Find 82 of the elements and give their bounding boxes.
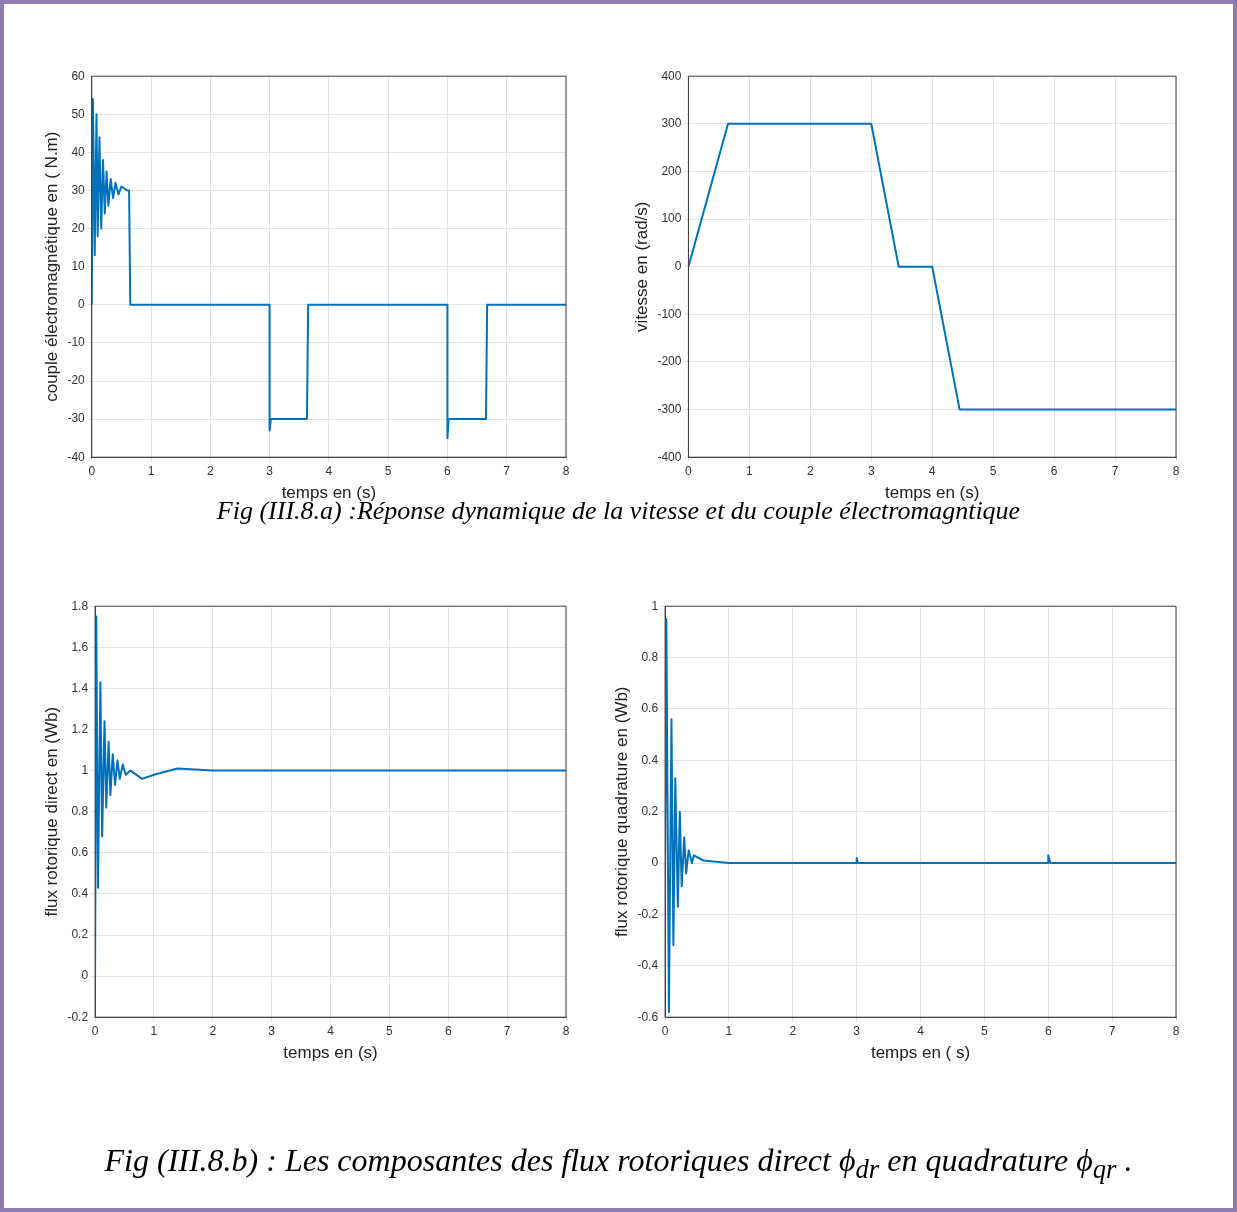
- x-tick-label: 4: [325, 463, 333, 478]
- y-tick-label: 0.2: [641, 804, 659, 819]
- y-tick-label: 10: [71, 259, 86, 274]
- y-tick-label: 400: [661, 68, 682, 83]
- x-tick-label: 3: [266, 463, 274, 478]
- x-tick-label: 4: [327, 1023, 335, 1038]
- x-axis-title: temps en (s): [283, 1043, 378, 1063]
- x-tick-label: 8: [562, 1023, 570, 1038]
- y-tick-label: 0.4: [71, 886, 89, 901]
- text: Fig (III.8.b) : Les composantes des flux rotoriques direct ϕ$_{dr}$ en quadrature ϕ$_{qr}$ .: [103, 1142, 1134, 1186]
- y-axis-title: vitesse en (rad/s): [631, 201, 651, 332]
- x-tick-label: 6: [444, 1023, 452, 1038]
- x-tick-label: 3: [853, 1023, 861, 1038]
- y-tick-label: 1.4: [71, 680, 89, 695]
- y-tick-label: -40: [67, 449, 86, 464]
- y-axis-title: flux rotorique quadrature en (Wb): [611, 686, 631, 937]
- x-axis-title: temps en ( s): [870, 1043, 971, 1063]
- x-tick-label: 5: [384, 463, 392, 478]
- x-tick-label: 2: [209, 1023, 217, 1038]
- x-tick-label: 2: [806, 463, 814, 478]
- x-tick-label: 1: [150, 1023, 158, 1038]
- y-tick-label: 0.8: [641, 649, 659, 664]
- x-tick-label: 7: [503, 463, 511, 478]
- y-tick-label: 0: [81, 968, 89, 983]
- x-tick-label: 5: [989, 463, 997, 478]
- y-tick-label: 0.4: [641, 752, 659, 767]
- y-tick-label: 100: [661, 211, 682, 226]
- x-tick-label: 1: [746, 463, 754, 478]
- y-tick-label: 0: [78, 297, 86, 312]
- x-tick-label: 3: [867, 463, 875, 478]
- x-tick-label: 6: [1044, 1023, 1052, 1038]
- y-tick-label: 0: [651, 855, 659, 870]
- y-tick-label: 0.2: [71, 927, 89, 942]
- x-tick-label: 4: [928, 463, 936, 478]
- x-tick-label: 0: [685, 463, 693, 478]
- y-tick-label: -0.4: [637, 958, 659, 973]
- x-tick-label: 8: [1172, 1023, 1180, 1038]
- y-tick-label: 1: [81, 762, 89, 777]
- x-tick-label: 6: [1050, 463, 1058, 478]
- y-tick-label: 200: [661, 163, 682, 178]
- y-tick-label: 0.8: [71, 804, 89, 819]
- y-tick-label: 50: [71, 106, 86, 121]
- y-tick-label: -0.2: [637, 906, 659, 921]
- y-tick-label: 30: [71, 182, 86, 197]
- y-tick-label: 0: [674, 259, 682, 274]
- x-tick-label: 3: [268, 1023, 276, 1038]
- y-tick-label: 1.6: [71, 639, 89, 654]
- x-tick-label: 1: [147, 463, 155, 478]
- y-tick-label: 20: [71, 220, 86, 235]
- x-tick-label: 8: [1172, 463, 1180, 478]
- y-tick-label: 1: [651, 598, 659, 613]
- y-tick-label: -300: [657, 401, 682, 416]
- y-axis-title: couple électromagnétique en ( N.m): [41, 131, 61, 402]
- y-tick-label: 0.6: [641, 701, 659, 716]
- y-tick-label: 40: [71, 144, 86, 159]
- y-axis-title: flux rotorique direct en (Wb): [41, 706, 61, 917]
- y-tick-label: 1.8: [71, 598, 89, 613]
- x-tick-label: 1: [725, 1023, 733, 1038]
- y-tick-label: -10: [67, 335, 86, 350]
- x-tick-label: 5: [386, 1023, 394, 1038]
- x-tick-label: 6: [444, 463, 452, 478]
- y-tick-label: -200: [657, 354, 682, 369]
- x-tick-label: 0: [91, 1023, 99, 1038]
- y-tick-label: 1.2: [71, 721, 89, 736]
- x-tick-label: 7: [503, 1023, 511, 1038]
- x-tick-label: 7: [1111, 463, 1119, 478]
- x-tick-label: 2: [206, 463, 214, 478]
- y-tick-label: -20: [67, 373, 86, 388]
- y-tick-label: -400: [657, 449, 682, 464]
- y-tick-label: -30: [67, 411, 86, 426]
- y-tick-label: 60: [71, 68, 86, 83]
- y-tick-label: -0.6: [637, 1009, 659, 1024]
- x-tick-label: 5: [981, 1023, 989, 1038]
- y-tick-label: 300: [661, 116, 682, 131]
- y-tick-label: 0.6: [71, 845, 89, 860]
- x-tick-label: 8: [562, 463, 570, 478]
- x-axis-title: temps en (s): [884, 483, 980, 503]
- y-tick-label: -100: [657, 306, 682, 321]
- x-tick-label: 4: [917, 1023, 925, 1038]
- x-tick-label: 7: [1108, 1023, 1116, 1038]
- y-tick-label: -0.2: [67, 1009, 89, 1024]
- x-tick-label: 2: [789, 1023, 797, 1038]
